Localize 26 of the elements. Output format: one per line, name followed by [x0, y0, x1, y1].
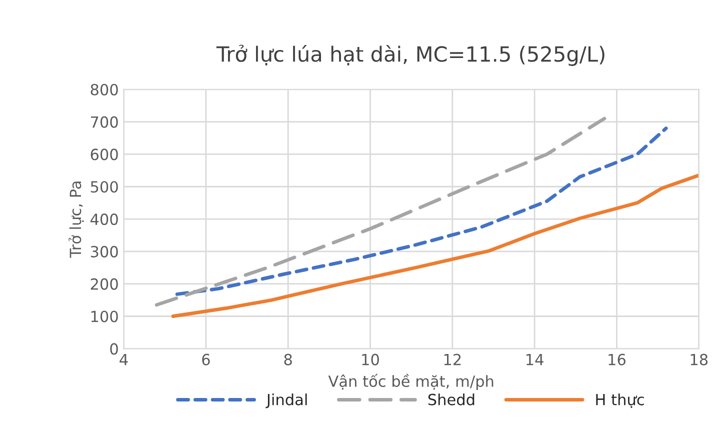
legend-label: Shedd: [428, 394, 474, 406]
y-tick-label: 800: [90, 84, 118, 96]
line-series: [175, 126, 668, 296]
line-series: [171, 174, 699, 318]
y-tick-label: 100: [91, 310, 118, 322]
y-tick-label: 600: [90, 148, 118, 160]
y-tick-label: 400: [90, 213, 118, 226]
x-tick-label: 6: [202, 354, 210, 366]
x-tick-label: 4: [120, 354, 128, 366]
legend-label: H thực: [596, 394, 644, 408]
chart-title: Trở lực lúa hạt dài, MC=11.5 (525g/L): [216, 44, 604, 66]
y-tick-label: 300: [90, 246, 118, 258]
x-tick-label: 12: [444, 354, 461, 366]
y-tick-label: 0: [110, 343, 118, 355]
y-tick-label: 500: [90, 181, 118, 193]
y-tick-label: 700: [90, 116, 118, 128]
x-axis-title: Vận tốc bề mặt, m/ph: [328, 374, 494, 390]
x-tick-label: 10: [362, 354, 379, 366]
y-axis-title: Trở lực, Pa: [68, 182, 84, 258]
legend-label: Jindal: [266, 394, 307, 408]
y-tick-label: 200: [90, 278, 118, 290]
line-series: [154, 116, 606, 307]
x-tick-label: 18: [690, 354, 708, 366]
x-tick-label: 14: [526, 354, 544, 366]
x-tick-label: 8: [284, 354, 292, 366]
x-tick-label: 16: [608, 354, 626, 366]
